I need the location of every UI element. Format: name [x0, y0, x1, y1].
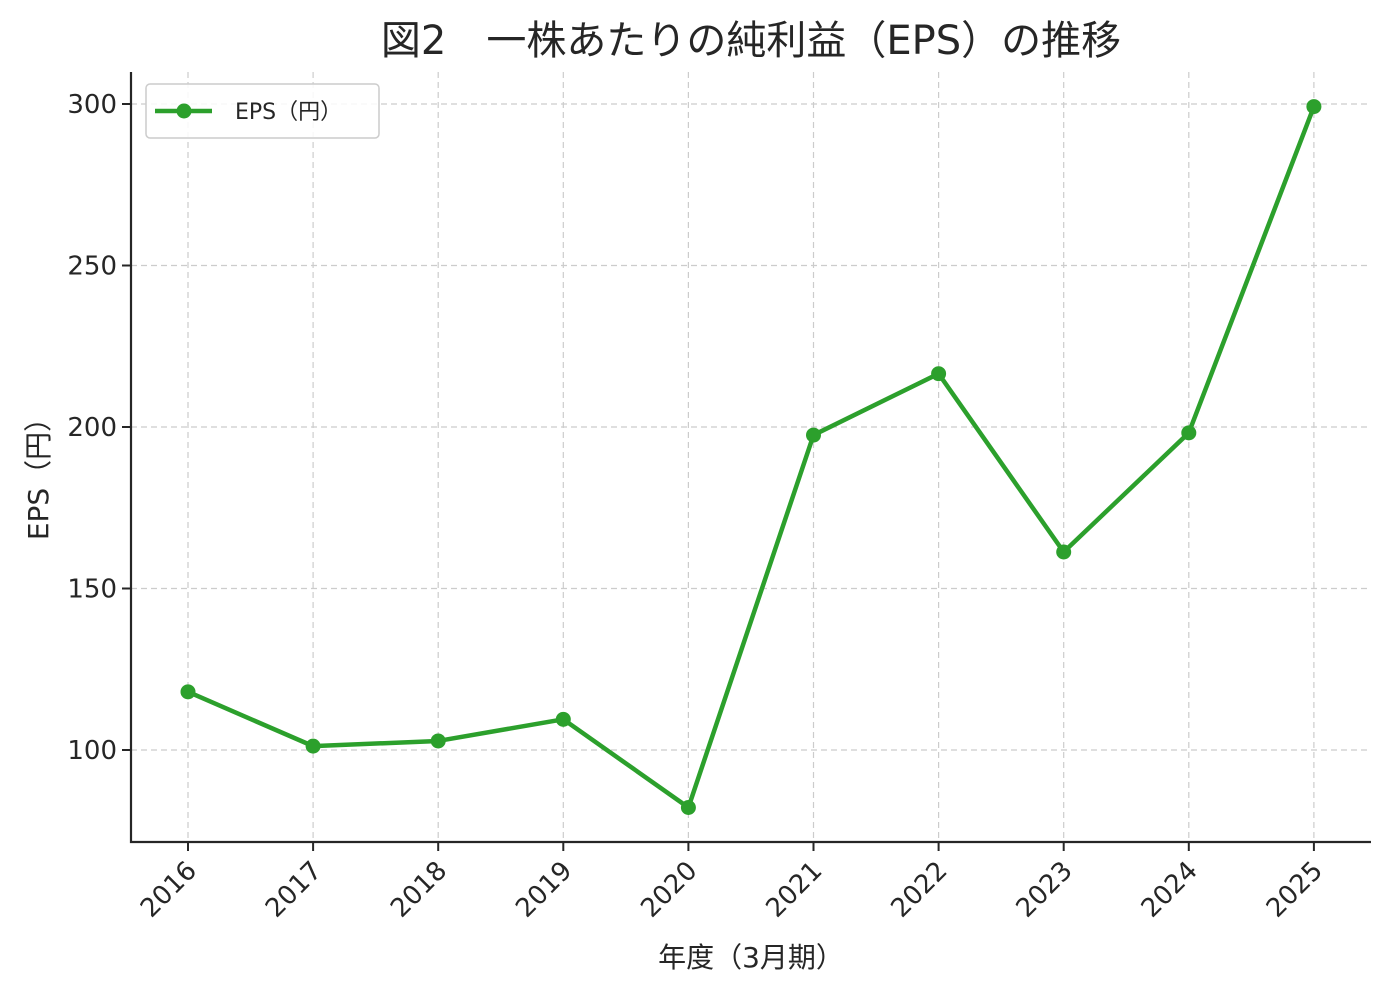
axis-spines [129, 72, 1371, 844]
legend: EPS（円） [145, 83, 380, 139]
data-point [305, 738, 321, 754]
legend-label: EPS（円） [235, 100, 342, 125]
data-point [180, 684, 196, 700]
y-tick-label: 100 [67, 736, 117, 766]
y-tick-label: 250 [67, 252, 117, 282]
data-point [806, 427, 821, 443]
data-point [1056, 544, 1072, 560]
tick-labels: 2016 2017 2018 2019 2020 2021 2022 2023 2024 2025… [67, 90, 1328, 924]
x-tick-label: 2022 [886, 856, 954, 924]
x-tick-label: 2024 [1136, 856, 1204, 924]
y-tick-label: 200 [67, 413, 117, 443]
x-tick-label: 2020 [635, 856, 703, 924]
data-point [430, 733, 446, 749]
x-tick-label: 2016 [135, 856, 203, 924]
series-layer [180, 99, 1322, 815]
legend-frame [145, 83, 380, 139]
x-tick-label: 2025 [1261, 856, 1329, 924]
axes [129, 72, 1371, 844]
y-axis-label: EPS（円） [22, 404, 55, 540]
y-tick-label: 150 [67, 575, 117, 605]
grid-lines [131, 72, 1371, 842]
data-point [1181, 425, 1197, 441]
x-tick-label: 2023 [1011, 856, 1079, 924]
legend-marker-swatch [176, 103, 192, 119]
data-point [680, 799, 696, 815]
x-tick-label: 2017 [260, 856, 328, 924]
series-line [185, 104, 1317, 810]
x-axis-label: 年度（3月期） [658, 941, 844, 974]
data-point [1306, 99, 1322, 115]
x-tick-label: 2021 [760, 856, 828, 924]
y-tick-label: 300 [67, 90, 117, 120]
x-tick-label: 2019 [510, 856, 578, 924]
data-point [555, 711, 571, 727]
chart-title: 図2 一株あたりの純利益（EPS）の推移 [381, 18, 1121, 64]
x-tick-label: 2018 [385, 856, 453, 924]
data-point [931, 366, 947, 382]
